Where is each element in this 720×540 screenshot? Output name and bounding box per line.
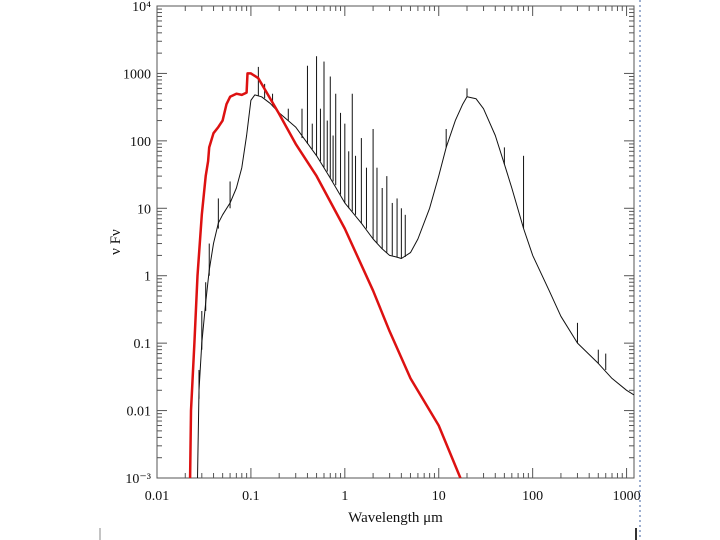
y-tick-label: 100 (130, 135, 151, 150)
x-tick-label: 10 (432, 489, 446, 504)
y-tick-label: 1000 (123, 67, 151, 82)
x-tick-label: 1 (341, 489, 348, 504)
y-tick-label: 1 (144, 270, 151, 285)
y-tick-label: 10⁻³ (125, 472, 151, 487)
series-line (197, 94, 634, 478)
x-axis: 0.01 0.1 1 10 100 1000 (145, 6, 641, 504)
y-axis-label: ν Fν (108, 229, 124, 255)
y-axis: 10⁻³ 0.01 0.1 1 10 100 1000 10⁴ (123, 0, 634, 487)
plot-area (156, 5, 635, 479)
series-red-sed (188, 72, 462, 478)
series-black-sed (197, 56, 634, 478)
y-tick-label: 10 (137, 202, 151, 217)
y-tick-label: 0.01 (127, 405, 152, 420)
y-tick-label: 0.1 (134, 337, 152, 352)
x-tick-label: 1000 (613, 489, 641, 504)
y-tick-label: 10⁴ (132, 0, 151, 15)
plot-frame (156, 5, 635, 479)
x-tick-label: 0.1 (242, 489, 260, 504)
series-line (188, 72, 462, 478)
x-axis-label: Wavelength μm (348, 510, 443, 526)
x-tick-label: 100 (522, 489, 543, 504)
x-tick-label: 0.01 (145, 489, 170, 504)
series-group (188, 56, 634, 478)
